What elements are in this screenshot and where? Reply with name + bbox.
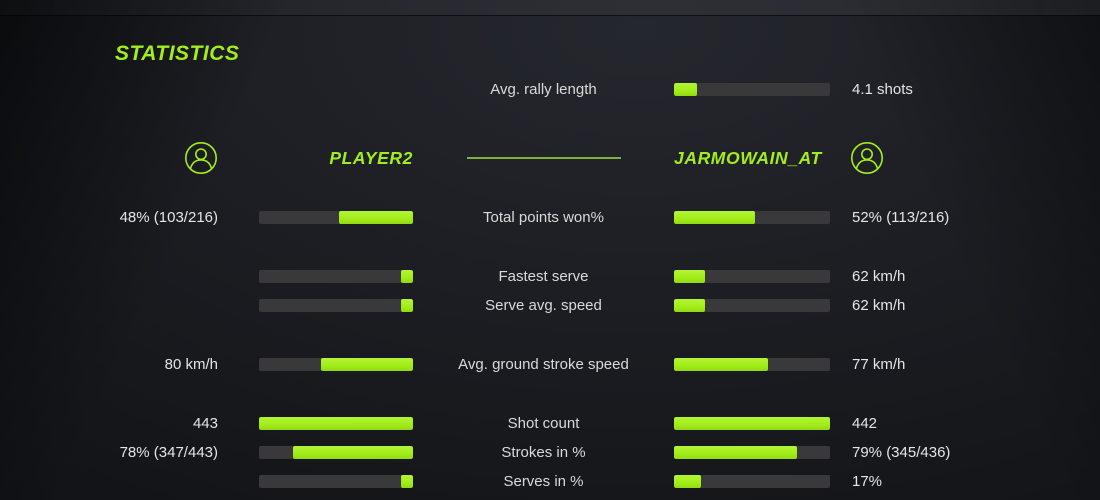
person-circle-icon (185, 142, 217, 174)
bar-fill (674, 358, 768, 371)
stat-row: Fastest serve 62 km/h (0, 262, 1100, 291)
bar-fill (674, 475, 701, 488)
bar-track (259, 475, 413, 488)
stat-value-right: 17% (852, 473, 883, 490)
stat-bar-right (674, 358, 830, 371)
bar-track (259, 270, 413, 283)
stat-row: 78% (347/443) Strokes in % 79% (345/436) (0, 438, 1100, 467)
stat-bar-left (218, 299, 413, 312)
stat-value-right: 79% (345/436) (852, 444, 951, 461)
stat-label: Total points won% (483, 209, 604, 226)
stat-bar-left (218, 270, 413, 283)
stat-bar-left (218, 417, 413, 430)
bar-track (259, 417, 413, 430)
stat-bar-right (674, 270, 830, 283)
stat-label: Avg. ground stroke speed (458, 356, 629, 373)
bar-track (259, 446, 413, 459)
bar-fill (674, 83, 698, 96)
bar-track (674, 299, 830, 312)
bar-track (259, 299, 413, 312)
bar-track (674, 475, 830, 488)
bar-fill (400, 475, 413, 488)
stat-value-right: 62 km/h (852, 297, 906, 314)
stat-value-left: 48% (103/216) (119, 209, 218, 226)
stat-bar-right (674, 83, 830, 96)
stat-row: Serves in % 17% (0, 467, 1100, 496)
avatar-left (0, 141, 218, 175)
stat-label: Serves in % (503, 473, 584, 490)
bar-fill (259, 417, 413, 430)
stat-bar-right (674, 211, 830, 224)
stat-label: Avg. rally length (490, 81, 597, 98)
page-title: STATISTICS (115, 42, 240, 65)
stat-bar-right (674, 299, 830, 312)
bar-track (674, 211, 830, 224)
avatar-right (830, 141, 1100, 175)
bar-track (674, 358, 830, 371)
stat-value-left: 443 (192, 415, 218, 432)
stat-value-left: 78% (347/443) (119, 444, 218, 461)
stat-row: 443 Shot count 442 (0, 409, 1100, 438)
players-header-row: PLAYER2 JARMOWAIN_AT (0, 141, 1100, 175)
stat-bar-left (218, 446, 413, 459)
stat-row: Serve avg. speed 62 km/h (0, 291, 1100, 320)
stats-list: 48% (103/216) Total points won% 52% (113… (0, 203, 1100, 496)
bar-fill (339, 211, 413, 224)
stat-value-right: 62 km/h (852, 268, 906, 285)
bar-fill (674, 417, 830, 430)
bar-track (259, 211, 413, 224)
stat-bar-left (218, 211, 413, 224)
bar-fill (674, 446, 798, 459)
stat-value-right: 52% (113/216) (852, 209, 950, 226)
stat-label: Fastest serve (498, 268, 589, 285)
stat-value-right: 4.1 shots (852, 81, 913, 98)
avg-rally-length-row: Avg. rally length 4.1 shots (0, 75, 1100, 104)
stat-value-right: 77 km/h (852, 356, 906, 373)
bar-fill (292, 446, 413, 459)
bar-fill (400, 270, 413, 283)
stat-bar-left (218, 475, 413, 488)
person-circle-icon (851, 142, 883, 174)
stat-row: 80 km/h Avg. ground stroke speed 77 km/h (0, 350, 1100, 379)
bar-track (674, 446, 830, 459)
bar-track (674, 270, 830, 283)
player-right-name: JARMOWAIN_AT (674, 147, 822, 168)
vs-separator-line (466, 157, 621, 159)
stat-value-left: 80 km/h (164, 356, 218, 373)
stat-label: Shot count (507, 415, 580, 432)
bar-fill (674, 211, 756, 224)
stat-bar-right (674, 417, 830, 430)
stat-bar-right (674, 475, 830, 488)
bar-track (674, 417, 830, 430)
vs-separator-cell (413, 157, 674, 159)
stat-label: Strokes in % (501, 444, 586, 461)
bar-fill (674, 299, 706, 312)
stat-label: Serve avg. speed (485, 297, 602, 314)
stat-bar-right (674, 446, 830, 459)
bar-fill (320, 358, 413, 371)
bar-fill (400, 299, 413, 312)
stat-bar-left (218, 358, 413, 371)
stat-value-right: 442 (852, 415, 878, 432)
player-left-name: PLAYER2 (329, 147, 413, 168)
bar-track (259, 358, 413, 371)
stat-row: 48% (103/216) Total points won% 52% (113… (0, 203, 1100, 232)
top-edge-strip (0, 0, 1100, 16)
bar-fill (674, 270, 706, 283)
bar-track (674, 83, 830, 96)
